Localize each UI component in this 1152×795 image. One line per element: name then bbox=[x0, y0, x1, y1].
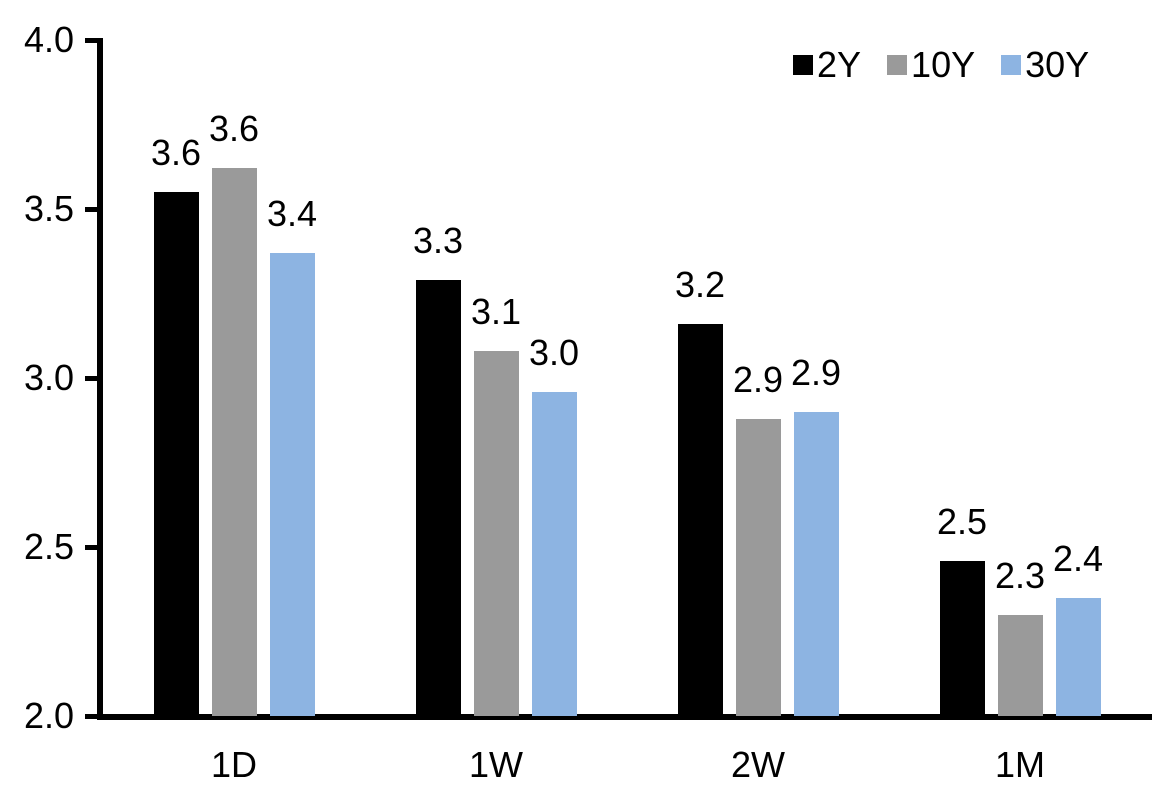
bar-value-label: 2.9 bbox=[732, 358, 784, 400]
legend-item-2y: 2Y bbox=[793, 47, 861, 83]
legend-label: 10Y bbox=[911, 44, 976, 85]
y-tick-mark bbox=[85, 376, 97, 381]
bar-value-label: 3.6 bbox=[208, 108, 260, 150]
legend-label: 2Y bbox=[817, 44, 862, 85]
bar-2y-2w bbox=[677, 323, 723, 716]
bar-10y-1m bbox=[997, 614, 1043, 716]
y-tick-label: 2.0 bbox=[23, 695, 74, 736]
x-category-label: 1W bbox=[469, 744, 523, 785]
bar-value-label: 2.3 bbox=[994, 554, 1046, 596]
bar-value-label: 3.6 bbox=[150, 132, 202, 174]
legend-swatch-30y bbox=[1001, 55, 1022, 75]
bar-value-label: 2.4 bbox=[1052, 537, 1104, 579]
legend-swatch-10y bbox=[887, 55, 908, 75]
y-tick-mark bbox=[85, 714, 97, 719]
y-tick-mark bbox=[85, 545, 97, 550]
y-tick-label: 3.0 bbox=[23, 357, 74, 398]
bar-10y-2w bbox=[735, 418, 781, 716]
bar-value-label: 2.9 bbox=[790, 351, 842, 393]
legend-label: 30Y bbox=[1025, 44, 1090, 85]
legend-swatch-2y bbox=[793, 55, 813, 75]
bar-30y-1d bbox=[269, 252, 315, 716]
bar-30y-2w bbox=[793, 411, 839, 716]
bar-value-label: 3.0 bbox=[528, 331, 580, 373]
bar-30y-1w bbox=[531, 391, 577, 716]
bar-10y-1w bbox=[473, 350, 519, 716]
x-axis-line bbox=[97, 714, 1152, 720]
bar-value-label: 2.5 bbox=[936, 500, 988, 542]
bar-value-label: 3.4 bbox=[266, 192, 318, 234]
y-tick-label: 3.5 bbox=[23, 188, 74, 229]
bar-2y-1m bbox=[939, 560, 985, 716]
y-tick-mark bbox=[85, 207, 97, 212]
legend-item-10y: 10Y bbox=[887, 47, 975, 83]
y-axis-line bbox=[97, 38, 103, 720]
bar-2y-1w bbox=[415, 279, 461, 716]
y-tick-label: 2.5 bbox=[23, 526, 74, 567]
bar-2y-1d bbox=[153, 192, 199, 716]
bar-value-label: 3.2 bbox=[674, 263, 726, 305]
x-category-label: 1M bbox=[994, 744, 1045, 785]
y-tick-mark bbox=[85, 38, 97, 43]
x-category-label: 2W bbox=[731, 744, 785, 785]
legend-item-30y: 30Y bbox=[1001, 47, 1089, 83]
bar-value-label: 3.3 bbox=[412, 219, 464, 261]
x-category-label: 1D bbox=[210, 744, 258, 785]
bar-10y-1d bbox=[211, 168, 257, 716]
bar-value-label: 3.1 bbox=[470, 290, 522, 332]
bar-30y-1m bbox=[1055, 597, 1101, 716]
y-tick-label: 4.0 bbox=[23, 19, 74, 60]
legend: 2Y 10Y 30Y bbox=[793, 47, 1089, 83]
